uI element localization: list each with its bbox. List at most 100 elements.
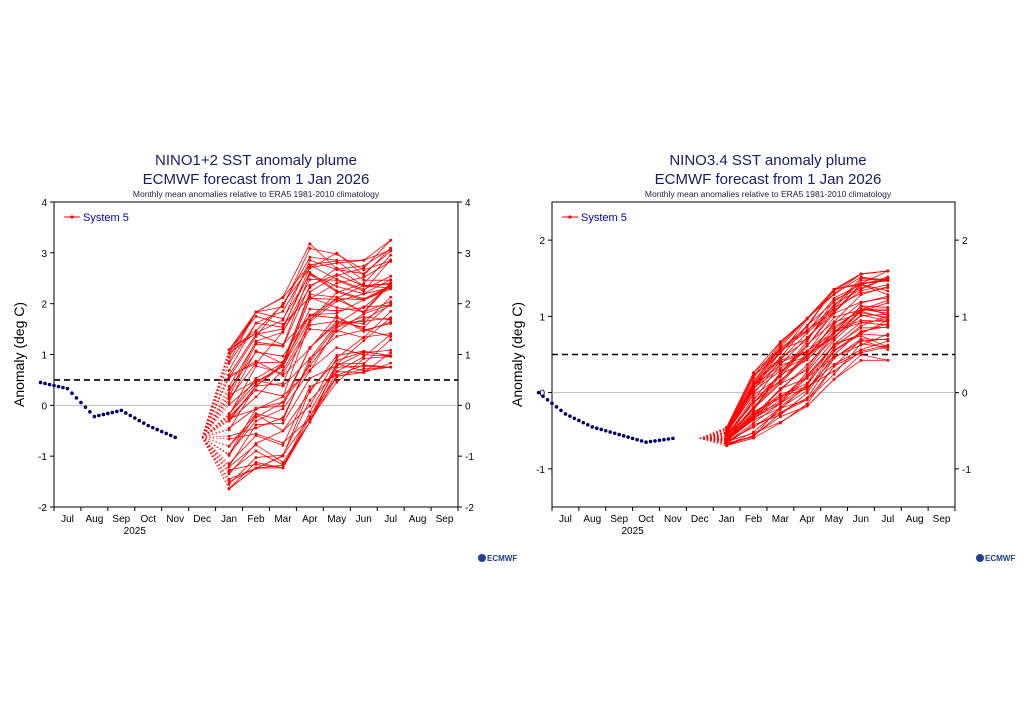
ensemble-point xyxy=(254,460,258,464)
observed-point xyxy=(630,436,635,441)
ensemble-point xyxy=(335,359,339,362)
ensemble-point xyxy=(362,339,366,342)
ensemble-point xyxy=(308,271,312,274)
ensemble-point xyxy=(281,453,285,457)
ensemble-point xyxy=(227,385,231,388)
ensemble-point xyxy=(805,373,809,377)
ensemble-point xyxy=(805,376,809,380)
ensemble-point xyxy=(362,282,366,285)
ensemble-point xyxy=(308,290,312,294)
ensemble-point xyxy=(254,310,258,314)
ensemble-point xyxy=(859,275,863,279)
ensemble-point xyxy=(335,362,339,366)
ensemble-point xyxy=(752,396,755,400)
ensemble-member-line xyxy=(228,322,391,447)
observed-point xyxy=(47,382,52,387)
ensemble-point xyxy=(832,331,836,335)
ensemble-point xyxy=(281,384,285,388)
observed-point xyxy=(590,425,595,429)
ensemble-point xyxy=(859,304,863,308)
observed-point xyxy=(671,436,675,441)
ensemble-point xyxy=(281,295,285,299)
y-tick-label-left: -1 xyxy=(536,465,545,476)
ensemble-point xyxy=(886,309,890,313)
observed-point xyxy=(599,427,604,432)
ensemble-point xyxy=(886,316,890,319)
observed-point xyxy=(97,413,101,418)
ensemble-connector xyxy=(201,437,230,480)
observed-point xyxy=(133,416,137,420)
ensemble-point xyxy=(281,372,285,375)
ensemble-point xyxy=(805,355,809,359)
observed-point xyxy=(563,412,568,416)
ensemble-connector xyxy=(201,437,230,471)
x-tick-label: Dec xyxy=(193,514,211,525)
ensemble-point xyxy=(308,266,312,270)
ensemble-point xyxy=(778,392,782,396)
ensemble-point xyxy=(805,366,809,370)
ensemble-point xyxy=(362,292,366,296)
y-tick-label-left: 0 xyxy=(539,389,545,400)
ensemble-point xyxy=(335,252,339,256)
ensemble-point xyxy=(805,363,809,366)
observed-point xyxy=(110,410,115,415)
ensemble-connector xyxy=(699,428,727,439)
observed-point xyxy=(70,391,74,396)
y-tick-label-left: 2 xyxy=(539,236,545,247)
ensemble-point xyxy=(254,419,258,423)
ensemble-connector xyxy=(201,349,230,438)
observed-point xyxy=(626,435,630,439)
ensemble-point xyxy=(832,349,836,353)
y-tick-label-left: 2 xyxy=(41,300,47,311)
x-tick-label: Aug xyxy=(906,514,924,525)
ensemble-point xyxy=(362,288,366,291)
ensemble-point xyxy=(281,374,285,378)
ensemble-point xyxy=(778,396,782,400)
observed-point xyxy=(101,412,106,417)
ensemble-point xyxy=(805,324,809,327)
ensemble-point xyxy=(281,309,285,313)
ensemble-point xyxy=(752,386,755,390)
x-tick-label: Jul xyxy=(61,514,74,525)
ensemble-point xyxy=(335,356,339,360)
ensemble-point xyxy=(832,356,836,360)
x-tick-label: Jul xyxy=(881,514,894,525)
ensemble-point xyxy=(254,342,258,346)
ensemble-point xyxy=(308,420,312,424)
observed-point xyxy=(541,394,545,398)
observed-point xyxy=(586,422,590,427)
ensemble-point xyxy=(886,345,890,349)
ensemble-point xyxy=(308,347,312,350)
ensemble-point xyxy=(389,247,393,251)
ensemble-point xyxy=(308,258,312,262)
observed-point xyxy=(653,439,657,443)
ensemble-point xyxy=(281,466,285,470)
ensemble-point xyxy=(778,387,782,391)
observed-point xyxy=(52,383,56,388)
ensemble-point xyxy=(335,380,339,384)
ensemble-point xyxy=(832,310,836,314)
ensemble-point xyxy=(335,330,339,333)
ensemble-point xyxy=(308,284,312,287)
ensemble-point xyxy=(778,372,782,376)
ensemble-point xyxy=(308,242,312,246)
ensemble-point xyxy=(389,259,393,263)
x-tick-label: Sep xyxy=(610,514,628,525)
ensemble-point xyxy=(281,421,285,425)
ensemble-point xyxy=(832,307,836,310)
ensemble-point xyxy=(886,296,890,300)
x-tick-label: Aug xyxy=(409,514,427,525)
ensemble-point xyxy=(254,466,258,470)
ensemble-point xyxy=(859,321,863,324)
ensemble-point xyxy=(859,329,863,333)
ensemble-point xyxy=(859,337,863,341)
ensemble-point xyxy=(389,365,393,369)
ensemble-point xyxy=(778,356,782,360)
ensemble-point xyxy=(389,238,393,242)
ensemble-point xyxy=(254,331,258,335)
ensemble-point xyxy=(281,404,285,408)
nino12-panel: NINO1+2 SST anomaly plume ECMWF forecast… xyxy=(11,152,517,563)
observed-point xyxy=(38,380,43,385)
ensemble-point xyxy=(227,391,231,395)
ensemble-point xyxy=(389,335,393,338)
